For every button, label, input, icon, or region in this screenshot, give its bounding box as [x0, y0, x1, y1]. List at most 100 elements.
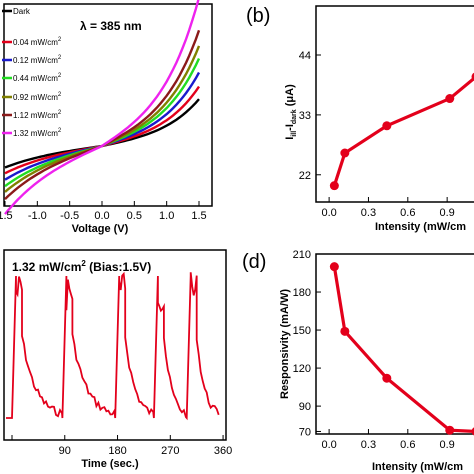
- ytick-label: 33: [299, 110, 311, 122]
- transient-trace: [6, 271, 220, 421]
- legend-entry-text: 0.12 mW/cm: [13, 56, 58, 65]
- panel-a-xtick-label: 1.5: [0, 210, 13, 222]
- panel-d-ylabel: Responsivity (mA/W): [279, 289, 291, 399]
- panel-c-xticks: 90 180 270 360: [11, 435, 232, 457]
- legend-entry-6: 1.32 mW/cm2: [13, 128, 62, 138]
- data-point-1: [340, 148, 350, 158]
- panel-a-xticks: 1.5 -1.0 -0.5 0.0 0.5 1.0 1.5: [0, 201, 207, 222]
- panel-c-xtick-label: 270: [161, 445, 179, 457]
- panel-c-annotation-sup: 2: [81, 259, 86, 268]
- panel-d-series: [329, 262, 474, 436]
- ytick-label: 150: [293, 325, 311, 337]
- panel-c-xtick-label: 90: [59, 445, 71, 457]
- ytick-label: 180: [293, 287, 311, 299]
- data-point-2: [382, 121, 392, 131]
- panel-b-frame: [315, 5, 474, 203]
- panel-a-xtick-label: 1.5: [191, 210, 206, 222]
- xtick-label: 0.3: [361, 439, 376, 451]
- ytick-label: 120: [293, 363, 311, 375]
- legend-entry-text: Dark: [13, 7, 31, 16]
- panel-a-xtick-label: -1.0: [28, 210, 47, 222]
- legend-entry-3: 0.44 mW/cm2: [13, 73, 62, 83]
- iv-curve-6: [4, 0, 200, 215]
- panel-a-xlabel: Voltage (V): [72, 223, 129, 235]
- panel-c-xtick-label: 360: [214, 445, 232, 457]
- ytick-label: 44: [299, 50, 311, 62]
- legend-entry-0: Dark: [13, 7, 31, 16]
- xtick-label: 0.9: [439, 207, 454, 219]
- panel-b-xlabel: Intensity (mW/cm: [375, 221, 466, 233]
- legend-entry-text: 1.12 mW/cm: [13, 111, 58, 120]
- legend-entry-1: 0.04 mW/cm2: [13, 37, 62, 47]
- legend-entry-2: 0.12 mW/cm2: [13, 55, 62, 65]
- panel-c-xlabel: Time (sec.): [81, 458, 139, 470]
- panel-b-label: (b): [246, 5, 270, 27]
- data-point-1: [340, 326, 350, 336]
- legend-entry-text: 1.32 mW/cm: [13, 129, 58, 138]
- legend-entry-sup: 2: [58, 128, 62, 134]
- panel-a-xtick-label: 1.0: [159, 210, 174, 222]
- panel-b-ylabel: Iill-Idark (μA): [284, 84, 298, 140]
- panel-b-ylabel-sub1: ill: [291, 131, 298, 137]
- data-point-3: [445, 94, 455, 104]
- data-point-4: [471, 72, 474, 81]
- legend-entry-text: 0.44 mW/cm: [13, 74, 58, 83]
- panel-b-ylabel-mid: -I: [284, 124, 296, 131]
- legend-entry-5: 1.12 mW/cm2: [13, 110, 62, 120]
- legend-entry-text: 0.04 mW/cm: [13, 38, 58, 47]
- panel-c: 1.32 mW/cm2 (Bias:1.5V) 90 180 270 360 Time…: [3, 249, 232, 470]
- data-point-3: [445, 425, 455, 435]
- xtick-label: 0.3: [361, 207, 376, 219]
- legend-entry-sup: 2: [58, 55, 62, 61]
- legend-entry-sup: 2: [58, 73, 62, 79]
- panel-b-yticks: 22 33 44: [299, 50, 321, 182]
- data-point-0: [329, 181, 339, 191]
- iv-curve-2: [4, 71, 201, 181]
- ytick-label: 210: [293, 249, 311, 261]
- xtick-label: 0.6: [400, 207, 415, 219]
- ytick-label: 70: [299, 426, 311, 438]
- xtick-label: 0.9: [439, 439, 454, 451]
- panel-a-xtick-label: 0.5: [127, 210, 142, 222]
- panel-a-curves: [4, 0, 201, 215]
- series-line: [332, 266, 474, 433]
- panel-a-xtick-label: 0.0: [94, 210, 109, 222]
- panel-b-xticks: 0.0 0.3 0.6 0.9: [321, 197, 455, 219]
- ytick-label: 90: [299, 401, 311, 413]
- data-point-2: [382, 373, 392, 383]
- panel-d-label: (d): [242, 251, 266, 273]
- xtick-label: 0.0: [321, 439, 336, 451]
- panel-d-frame: [315, 253, 474, 435]
- panel-b-ylabel-unit: (μA): [284, 84, 296, 109]
- panel-b-series: [329, 72, 474, 191]
- panel-d-xticks: 0.0 0.3 0.6 0.9: [321, 429, 455, 451]
- panel-c-series: [6, 271, 220, 421]
- panel-a-xtick-label: -0.5: [60, 210, 79, 222]
- data-point-4: [471, 427, 474, 436]
- panel-c-frame: [3, 249, 227, 441]
- panel-d-xlabel: Intensity (mW/cm: [372, 461, 463, 473]
- ytick-label: 22: [299, 170, 311, 182]
- panel-c-annotation-tail: (Bias:1.5V): [86, 260, 151, 274]
- panel-a-frame: [3, 3, 213, 207]
- panel-c-annotation-main: 1.32 mW/cm: [12, 260, 81, 274]
- legend-entry-4: 0.92 mW/cm2: [13, 92, 62, 102]
- panel-d: (d) 70 90 120 150 180 210 0.0 0.3 0.6 0.9 Respon…: [242, 249, 474, 473]
- panel-c-annotation: 1.32 mW/cm2 (Bias:1.5V): [12, 259, 151, 274]
- legend-entry-sup: 2: [58, 92, 62, 98]
- panel-b-ylabel-main: I: [284, 137, 296, 140]
- series-line: [332, 76, 474, 187]
- data-point-0: [329, 262, 339, 272]
- panel-c-xtick-label: 180: [108, 445, 126, 457]
- panel-a-annotation: λ = 385 nm: [80, 19, 142, 33]
- xtick-label: 0.6: [400, 439, 415, 451]
- panel-d-yticks: 70 90 120 150 180 210: [293, 249, 321, 438]
- legend-entry-text: 0.92 mW/cm: [13, 93, 58, 102]
- xtick-label: 0.0: [321, 207, 336, 219]
- panel-a: 1.5 -1.0 -0.5 0.0 0.5 1.0 1.5 Voltage (V) λ = …: [0, 0, 213, 235]
- panel-b-ylabel-sub2: dark: [291, 109, 298, 124]
- legend-entry-sup: 2: [58, 110, 62, 116]
